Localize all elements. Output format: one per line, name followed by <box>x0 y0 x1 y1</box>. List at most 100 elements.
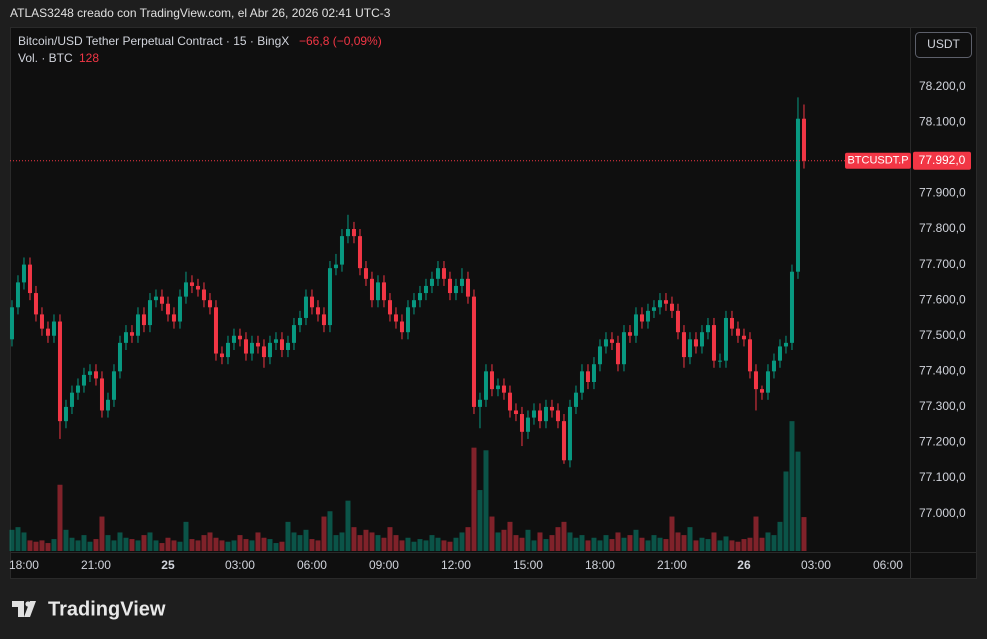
candle-body <box>63 406 68 422</box>
volume-bar <box>141 535 147 551</box>
y-tick-label: 77.600,0 <box>919 292 966 306</box>
volume-bar <box>15 527 21 551</box>
volume-bar <box>39 540 45 551</box>
volume-value: 128 <box>79 51 99 65</box>
volume-bar <box>147 532 153 551</box>
volume-bar <box>99 516 105 551</box>
candle-body <box>93 371 98 379</box>
candle-body <box>75 385 80 393</box>
volume-bar <box>105 535 111 551</box>
volume-bar <box>687 527 693 551</box>
candle-body <box>261 346 266 358</box>
volume-bar <box>135 540 141 551</box>
volume-bar <box>645 540 651 551</box>
candle-body <box>795 118 800 272</box>
candle-body <box>45 328 50 336</box>
x-tick-label: 06:00 <box>297 558 327 572</box>
volume-bar <box>171 540 177 551</box>
y-tick-label: 77.000,0 <box>919 506 966 520</box>
candle-body <box>687 339 692 358</box>
volume-bar <box>93 539 99 551</box>
candle-body <box>9 307 14 340</box>
volume-bar <box>711 532 717 551</box>
volume-bar <box>225 541 231 551</box>
volume-bar <box>489 516 495 551</box>
candle-body <box>735 328 740 336</box>
volume-bar <box>759 537 765 551</box>
x-tick-label: 03:00 <box>801 558 831 572</box>
candle-body <box>801 118 806 161</box>
candle-body <box>255 342 260 347</box>
candle-body <box>495 385 500 390</box>
candle-body <box>669 303 674 311</box>
volume-bar <box>33 541 39 551</box>
volume-bar <box>765 532 771 551</box>
volume-bar <box>267 539 273 551</box>
candle-body <box>243 339 248 354</box>
candle-body <box>447 278 452 294</box>
candle-body <box>411 300 416 308</box>
volume-bar <box>429 535 435 551</box>
candle-body <box>585 371 590 383</box>
candle-body <box>777 346 782 361</box>
candle-body <box>633 314 638 336</box>
volume-bar <box>795 451 801 551</box>
volume-bar <box>57 484 63 551</box>
candle-body <box>681 332 686 358</box>
volume-bar <box>345 500 351 551</box>
candle-body <box>399 321 404 333</box>
volume-bar <box>387 527 393 551</box>
volume-bar <box>381 537 387 551</box>
candle-body <box>459 278 464 286</box>
candle-body <box>27 264 32 294</box>
volume-bars <box>9 421 807 551</box>
volume-bar <box>663 539 669 551</box>
volume-bar <box>705 539 711 551</box>
candle-body <box>471 296 476 407</box>
volume-bar <box>45 543 51 551</box>
candle-body <box>465 278 470 297</box>
candle-body <box>369 278 374 301</box>
volume-bar <box>741 539 747 551</box>
candle-body <box>171 314 176 322</box>
volume-bar <box>195 540 201 551</box>
volume-bar <box>417 539 423 551</box>
volume-bar <box>561 521 567 551</box>
volume-bar <box>699 537 705 551</box>
candle-body <box>57 321 62 422</box>
volume-bar <box>789 421 795 551</box>
candle-body <box>519 414 524 432</box>
candle-body <box>357 236 362 269</box>
last-price-box <box>913 151 971 170</box>
volume-bar <box>501 529 507 551</box>
candle-body <box>267 342 272 358</box>
volume-bar <box>657 537 663 551</box>
candle-body <box>705 325 710 333</box>
candle-body <box>693 339 698 347</box>
logo: TradingView <box>12 598 166 620</box>
volume-bar <box>129 539 135 551</box>
volume-bar <box>255 532 261 551</box>
candle-body <box>729 317 734 329</box>
candle-body <box>393 314 398 322</box>
candle-body <box>609 339 614 343</box>
volume-title: Vol. · BTC <box>18 51 73 65</box>
volume-bar <box>27 540 33 551</box>
candle-body <box>381 282 386 301</box>
candle-body <box>423 285 428 294</box>
candle-body <box>33 293 38 315</box>
volume-bar <box>261 537 267 551</box>
candle-body <box>639 314 644 322</box>
candle-body <box>789 271 794 343</box>
y-tick-label: 78.100,0 <box>919 114 966 128</box>
volume-bar <box>519 537 525 551</box>
currency-button[interactable] <box>915 32 972 58</box>
candle-body <box>501 385 506 393</box>
candle-body <box>651 307 656 311</box>
volume-bar <box>75 540 81 551</box>
volume-bar <box>21 532 27 551</box>
candle-body <box>351 229 356 237</box>
candle-body <box>321 314 326 326</box>
currency[interactable]: USDT <box>927 37 960 51</box>
